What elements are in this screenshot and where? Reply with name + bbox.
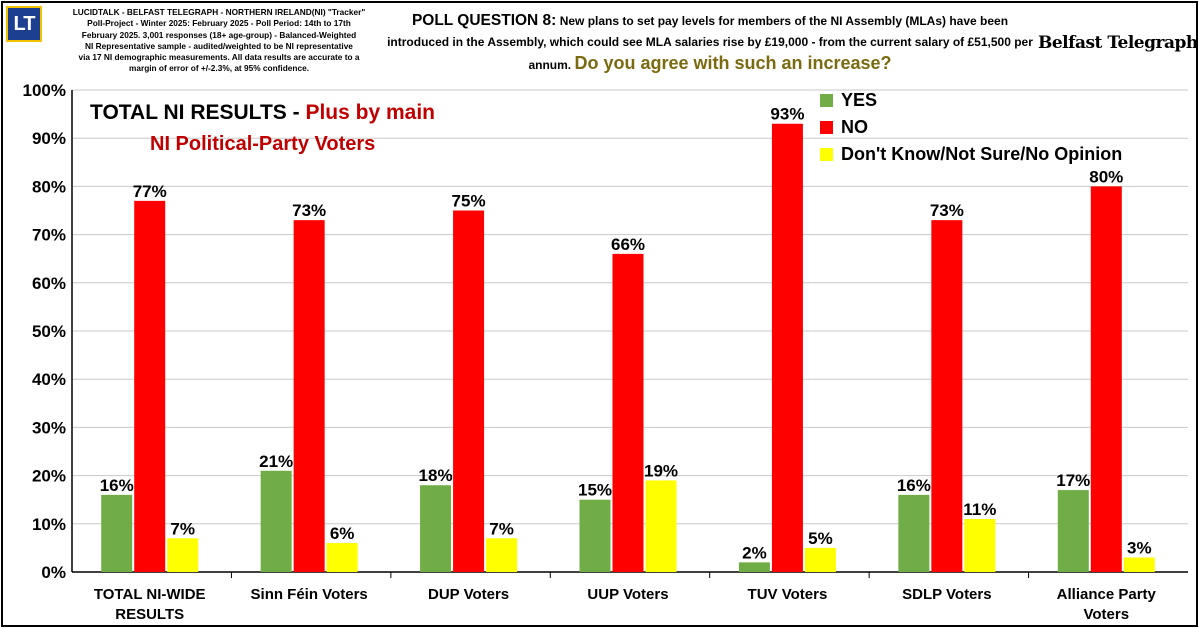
data-label: 18% [419, 466, 453, 485]
legend-item: Don't Know/Not Sure/No Opinion [820, 141, 1122, 168]
x-category-label: RESULTS [115, 606, 184, 623]
y-tick-label: 100% [23, 81, 66, 100]
y-tick-label: 20% [32, 467, 66, 486]
legend-swatch [820, 94, 833, 107]
question-ask: Do you agree with such an increase? [574, 53, 892, 73]
bar-yes [260, 470, 292, 572]
bar-no [771, 123, 803, 573]
legend-swatch [820, 148, 833, 161]
bar-no [1090, 186, 1122, 572]
lucidtalk-logo: LT [6, 6, 42, 42]
data-label: 17% [1056, 471, 1090, 490]
bar-don-t-know-not-sure-no-opinion [167, 538, 199, 572]
data-label: 15% [578, 481, 612, 500]
legend-item: NO [820, 114, 1122, 141]
data-label: 73% [292, 201, 326, 220]
data-label: 3% [1127, 539, 1152, 558]
y-tick-label: 40% [32, 370, 66, 389]
data-label: 2% [742, 543, 767, 562]
question-text: New plans to set pay levels for members … [387, 14, 1033, 72]
belfast-telegraph-logo: Belfast Telegraph [1038, 33, 1198, 53]
x-category-label: Voters [1083, 606, 1129, 623]
data-label: 7% [489, 519, 514, 538]
bar-yes [579, 499, 611, 572]
chart-subtitle: TOTAL NI RESULTS - Plus by main [90, 101, 435, 125]
bar-don-t-know-not-sure-no-opinion [804, 547, 836, 572]
x-category-label: TOTAL NI-WIDE [94, 586, 206, 603]
bar-no [931, 220, 963, 572]
data-label: 80% [1089, 167, 1123, 186]
bar-don-t-know-not-sure-no-opinion [964, 518, 996, 572]
data-label: 16% [100, 476, 134, 495]
data-label: 73% [930, 201, 964, 220]
bar-don-t-know-not-sure-no-opinion [1123, 557, 1155, 572]
y-tick-label: 60% [32, 274, 66, 293]
data-label: 5% [808, 529, 833, 548]
y-tick-label: 0% [41, 563, 66, 582]
data-label: 75% [452, 192, 486, 211]
bar-yes [101, 494, 133, 572]
y-tick-label: 80% [32, 177, 66, 196]
y-tick-label: 50% [32, 322, 66, 341]
methodology-note: LUCIDTALK - BELFAST TELEGRAPH - NORTHERN… [72, 7, 366, 74]
y-tick-label: 30% [32, 418, 66, 437]
y-tick-label: 10% [32, 515, 66, 534]
x-category-label: TUV Voters [748, 586, 828, 603]
bar-yes [420, 485, 452, 572]
legend-item: YES [820, 87, 1122, 114]
data-label: 7% [170, 519, 195, 538]
subtitle-part2: Plus by main [305, 101, 435, 124]
bar-yes [738, 562, 770, 572]
x-category-label: SDLP Voters [902, 586, 991, 603]
subtitle-part1: TOTAL NI RESULTS - [90, 101, 306, 124]
bar-yes [898, 494, 930, 572]
bar-no [453, 210, 485, 572]
data-label: 66% [611, 235, 645, 254]
x-category-label: Sinn Féin Voters [251, 586, 368, 603]
bar-no [612, 253, 644, 572]
chart-legend: YES NO Don't Know/Not Sure/No Opinion [820, 87, 1122, 168]
bar-no [293, 220, 325, 572]
x-category-label: DUP Voters [428, 586, 509, 603]
data-label: 21% [259, 452, 293, 471]
data-label: 19% [644, 461, 678, 480]
bar-don-t-know-not-sure-no-opinion [645, 480, 677, 572]
bar-no [134, 200, 166, 573]
legend-label: NO [841, 117, 868, 137]
poll-question: POLL QUESTION 8: New plans to set pay le… [380, 10, 1040, 76]
data-label: 6% [330, 524, 355, 543]
data-label: 16% [897, 476, 931, 495]
question-label: POLL QUESTION 8: [411, 12, 557, 29]
bar-yes [1057, 490, 1089, 572]
data-label: 77% [133, 182, 167, 201]
bar-don-t-know-not-sure-no-opinion [326, 543, 358, 572]
y-tick-label: 70% [32, 226, 66, 245]
legend-label: Don't Know/Not Sure/No Opinion [841, 144, 1123, 164]
bar-don-t-know-not-sure-no-opinion [486, 538, 518, 572]
y-tick-label: 90% [32, 129, 66, 148]
legend-label: YES [841, 90, 878, 110]
x-category-label: UUP Voters [587, 586, 668, 603]
legend-swatch [820, 121, 833, 134]
chart-subtitle-line2: NI Political-Party Voters [150, 133, 376, 155]
data-label: 93% [770, 105, 804, 124]
data-label: 11% [963, 500, 996, 519]
x-category-label: Alliance Party [1057, 586, 1157, 603]
